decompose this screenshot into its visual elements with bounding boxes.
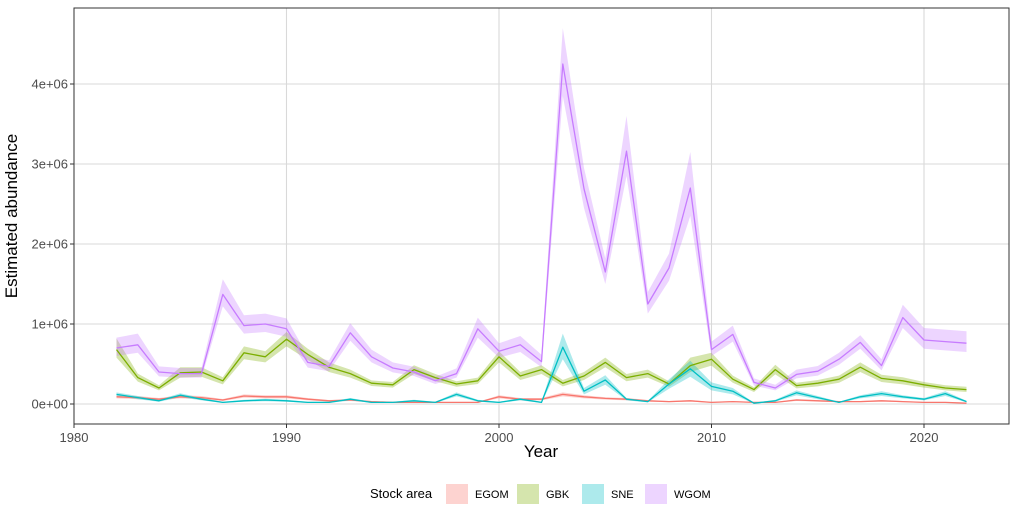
line-gbk: [115, 338, 967, 391]
legend-label-egom: EGOM: [475, 489, 509, 501]
legend-key-gbk: [517, 484, 539, 504]
line-sne: [116, 346, 967, 404]
legend-key-egom: [446, 484, 468, 504]
y-tick-label: 3e+06: [31, 157, 68, 172]
x-axis-title: Year: [524, 442, 559, 461]
legend-label-sne: SNE: [611, 489, 634, 501]
legend-title: Stock area: [370, 486, 433, 501]
line-egom: [116, 393, 967, 404]
legend-items: EGOM GBK SNE WGOM: [446, 484, 711, 504]
y-tick-label: 4e+06: [31, 77, 68, 92]
x-tick-label: 2000: [485, 430, 514, 445]
y-tick-label: 2e+06: [31, 237, 68, 252]
y-tick-labels: 0e+00 1e+06 2e+06 3e+06 4e+06: [31, 77, 68, 412]
x-tick-label: 2010: [697, 430, 726, 445]
y-axis-title: Estimated abundance: [2, 134, 21, 298]
y-tick-label: 1e+06: [31, 317, 68, 332]
x-tick-label: 1990: [272, 430, 301, 445]
legend-key-wgom: [645, 484, 667, 504]
series-lines: [115, 63, 967, 404]
line-wgom: [116, 63, 967, 389]
grid-lines: [73, 8, 1009, 424]
x-tick-label: 1980: [60, 430, 89, 445]
legend-label-gbk: GBK: [546, 489, 570, 501]
y-tick-label: 0e+00: [31, 397, 68, 412]
legend-key-sne: [582, 484, 604, 504]
legend: Stock area EGOM GBK SNE WGOM: [370, 484, 711, 504]
x-tick-label: 2020: [910, 430, 939, 445]
plot-border: [73, 7, 1010, 425]
x-tick-labels: 1980 1990 2000 2010 2020: [60, 430, 939, 445]
legend-label-wgom: WGOM: [674, 489, 711, 501]
axis-ticks: [70, 83, 925, 428]
